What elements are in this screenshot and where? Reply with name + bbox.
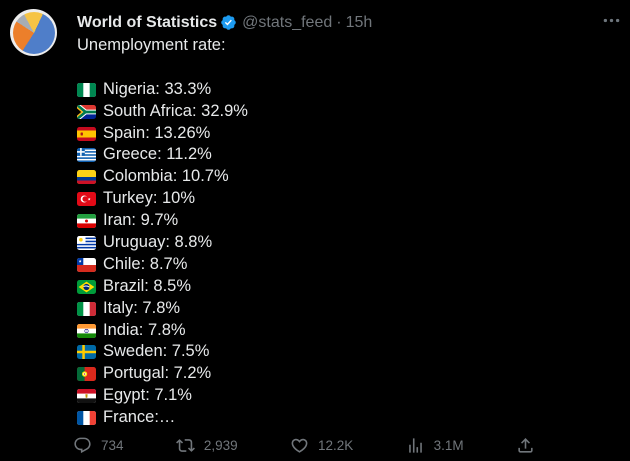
tweet-text-intro: Unemployment rate:: [77, 36, 226, 54]
flag-portugal-icon: [77, 367, 96, 382]
flag-chile-icon: [77, 257, 96, 272]
country-rate-text: Iran: 9.7%: [103, 211, 179, 230]
country-rate-text: Spain: 13.26%: [103, 123, 211, 142]
country-rate-text: Portugal: 7.2%: [103, 364, 212, 383]
country-rate-text: South Africa: 32.9%: [103, 101, 248, 120]
country-rate-text: Chile: 8.7%: [103, 254, 188, 273]
tweet-body: Unemployment rate: Nigeria: 33.3% South A…: [77, 35, 600, 429]
separator-dot: ·: [336, 13, 342, 31]
list-item: Egypt: 7.1%: [77, 385, 600, 407]
flag-spain-icon: [77, 126, 96, 141]
list-item: Chile: 8.7%: [77, 254, 600, 276]
flag-colombia-icon: [77, 170, 96, 185]
tweet-content: World of Statistics @stats_feed · 15h Un…: [77, 12, 600, 429]
flag-turkey-icon: [77, 192, 96, 207]
action-bar: 734 2,939 12.2K 3.1M: [73, 436, 535, 455]
country-rate-text: Nigeria: 33.3%: [103, 79, 212, 98]
country-list: Nigeria: 33.3% South Africa: 32.9% Spain: …: [77, 79, 600, 429]
flag-uruguay-icon: [77, 235, 96, 250]
list-item: Sweden: 7.5%: [77, 341, 600, 363]
country-rate-text: France:…: [103, 408, 176, 427]
flag-egypt-icon: [77, 389, 96, 404]
country-rate-text: Egypt: 7.1%: [103, 386, 192, 405]
flag-nigeria-icon: [77, 82, 96, 97]
share-button[interactable]: [516, 436, 535, 455]
views-count: 3.1M: [433, 438, 464, 453]
flag-brazil-icon: [77, 279, 96, 294]
country-rate-text: Italy: 7.8%: [103, 298, 181, 317]
repost-button[interactable]: 2,939: [175, 436, 238, 455]
repost-count: 2,939: [203, 438, 238, 453]
list-item: South Africa: 32.9%: [77, 101, 600, 123]
country-rate-text: India: 7.8%: [103, 320, 186, 339]
country-rate-text: Turkey: 10%: [103, 189, 196, 208]
country-rate-text: Uruguay: 8.8%: [103, 233, 213, 252]
list-item: Turkey: 10%: [77, 188, 600, 210]
flag-italy-icon: [77, 301, 96, 316]
flag-greece-icon: [77, 148, 96, 163]
avatar[interactable]: [10, 9, 57, 56]
list-item: Spain: 13.26%: [77, 123, 600, 145]
like-icon: [290, 436, 309, 455]
pie-chart-avatar-image: [12, 11, 55, 54]
timestamp[interactable]: 15h: [345, 13, 373, 31]
list-item: Greece: 11.2%: [77, 144, 600, 166]
list-item: Portugal: 7.2%: [77, 363, 600, 385]
flag-south-africa-icon: [77, 104, 96, 119]
reply-button[interactable]: 734: [73, 436, 124, 455]
country-rate-text: Sweden: 7.5%: [103, 342, 210, 361]
tweet-header: World of Statistics @stats_feed · 15h: [77, 12, 600, 33]
like-button[interactable]: 12.2K: [290, 436, 353, 455]
flag-france-icon: [77, 411, 96, 426]
list-item: Iran: 9.7%: [77, 210, 600, 232]
flag-india-icon: [77, 323, 96, 338]
list-item: Italy: 7.8%: [77, 298, 600, 320]
list-item: Colombia: 10.7%: [77, 166, 600, 188]
country-rate-text: Brazil: 8.5%: [103, 276, 192, 295]
repost-icon: [175, 436, 195, 455]
like-count: 12.2K: [318, 438, 354, 453]
user-handle[interactable]: @stats_feed: [242, 13, 333, 31]
list-item: Uruguay: 8.8%: [77, 232, 600, 254]
list-item: India: 7.8%: [77, 320, 600, 342]
list-item: Nigeria: 33.3%: [77, 79, 600, 101]
views-icon: [406, 436, 425, 455]
reply-count: 734: [101, 438, 124, 453]
blank-line: [77, 57, 600, 79]
share-icon: [516, 436, 535, 455]
list-item: Brazil: 8.5%: [77, 276, 600, 298]
more-icon[interactable]: [601, 10, 622, 31]
display-name[interactable]: World of Statistics: [77, 13, 218, 31]
list-item: France:…: [77, 407, 600, 429]
flag-sweden-icon: [77, 345, 96, 360]
country-rate-text: Colombia: 10.7%: [103, 167, 229, 186]
verified-badge-icon: [220, 14, 237, 31]
country-rate-text: Greece: 11.2%: [103, 145, 212, 164]
flag-iran-icon: [77, 214, 96, 229]
views-button[interactable]: 3.1M: [406, 436, 464, 455]
reply-icon: [73, 436, 92, 455]
